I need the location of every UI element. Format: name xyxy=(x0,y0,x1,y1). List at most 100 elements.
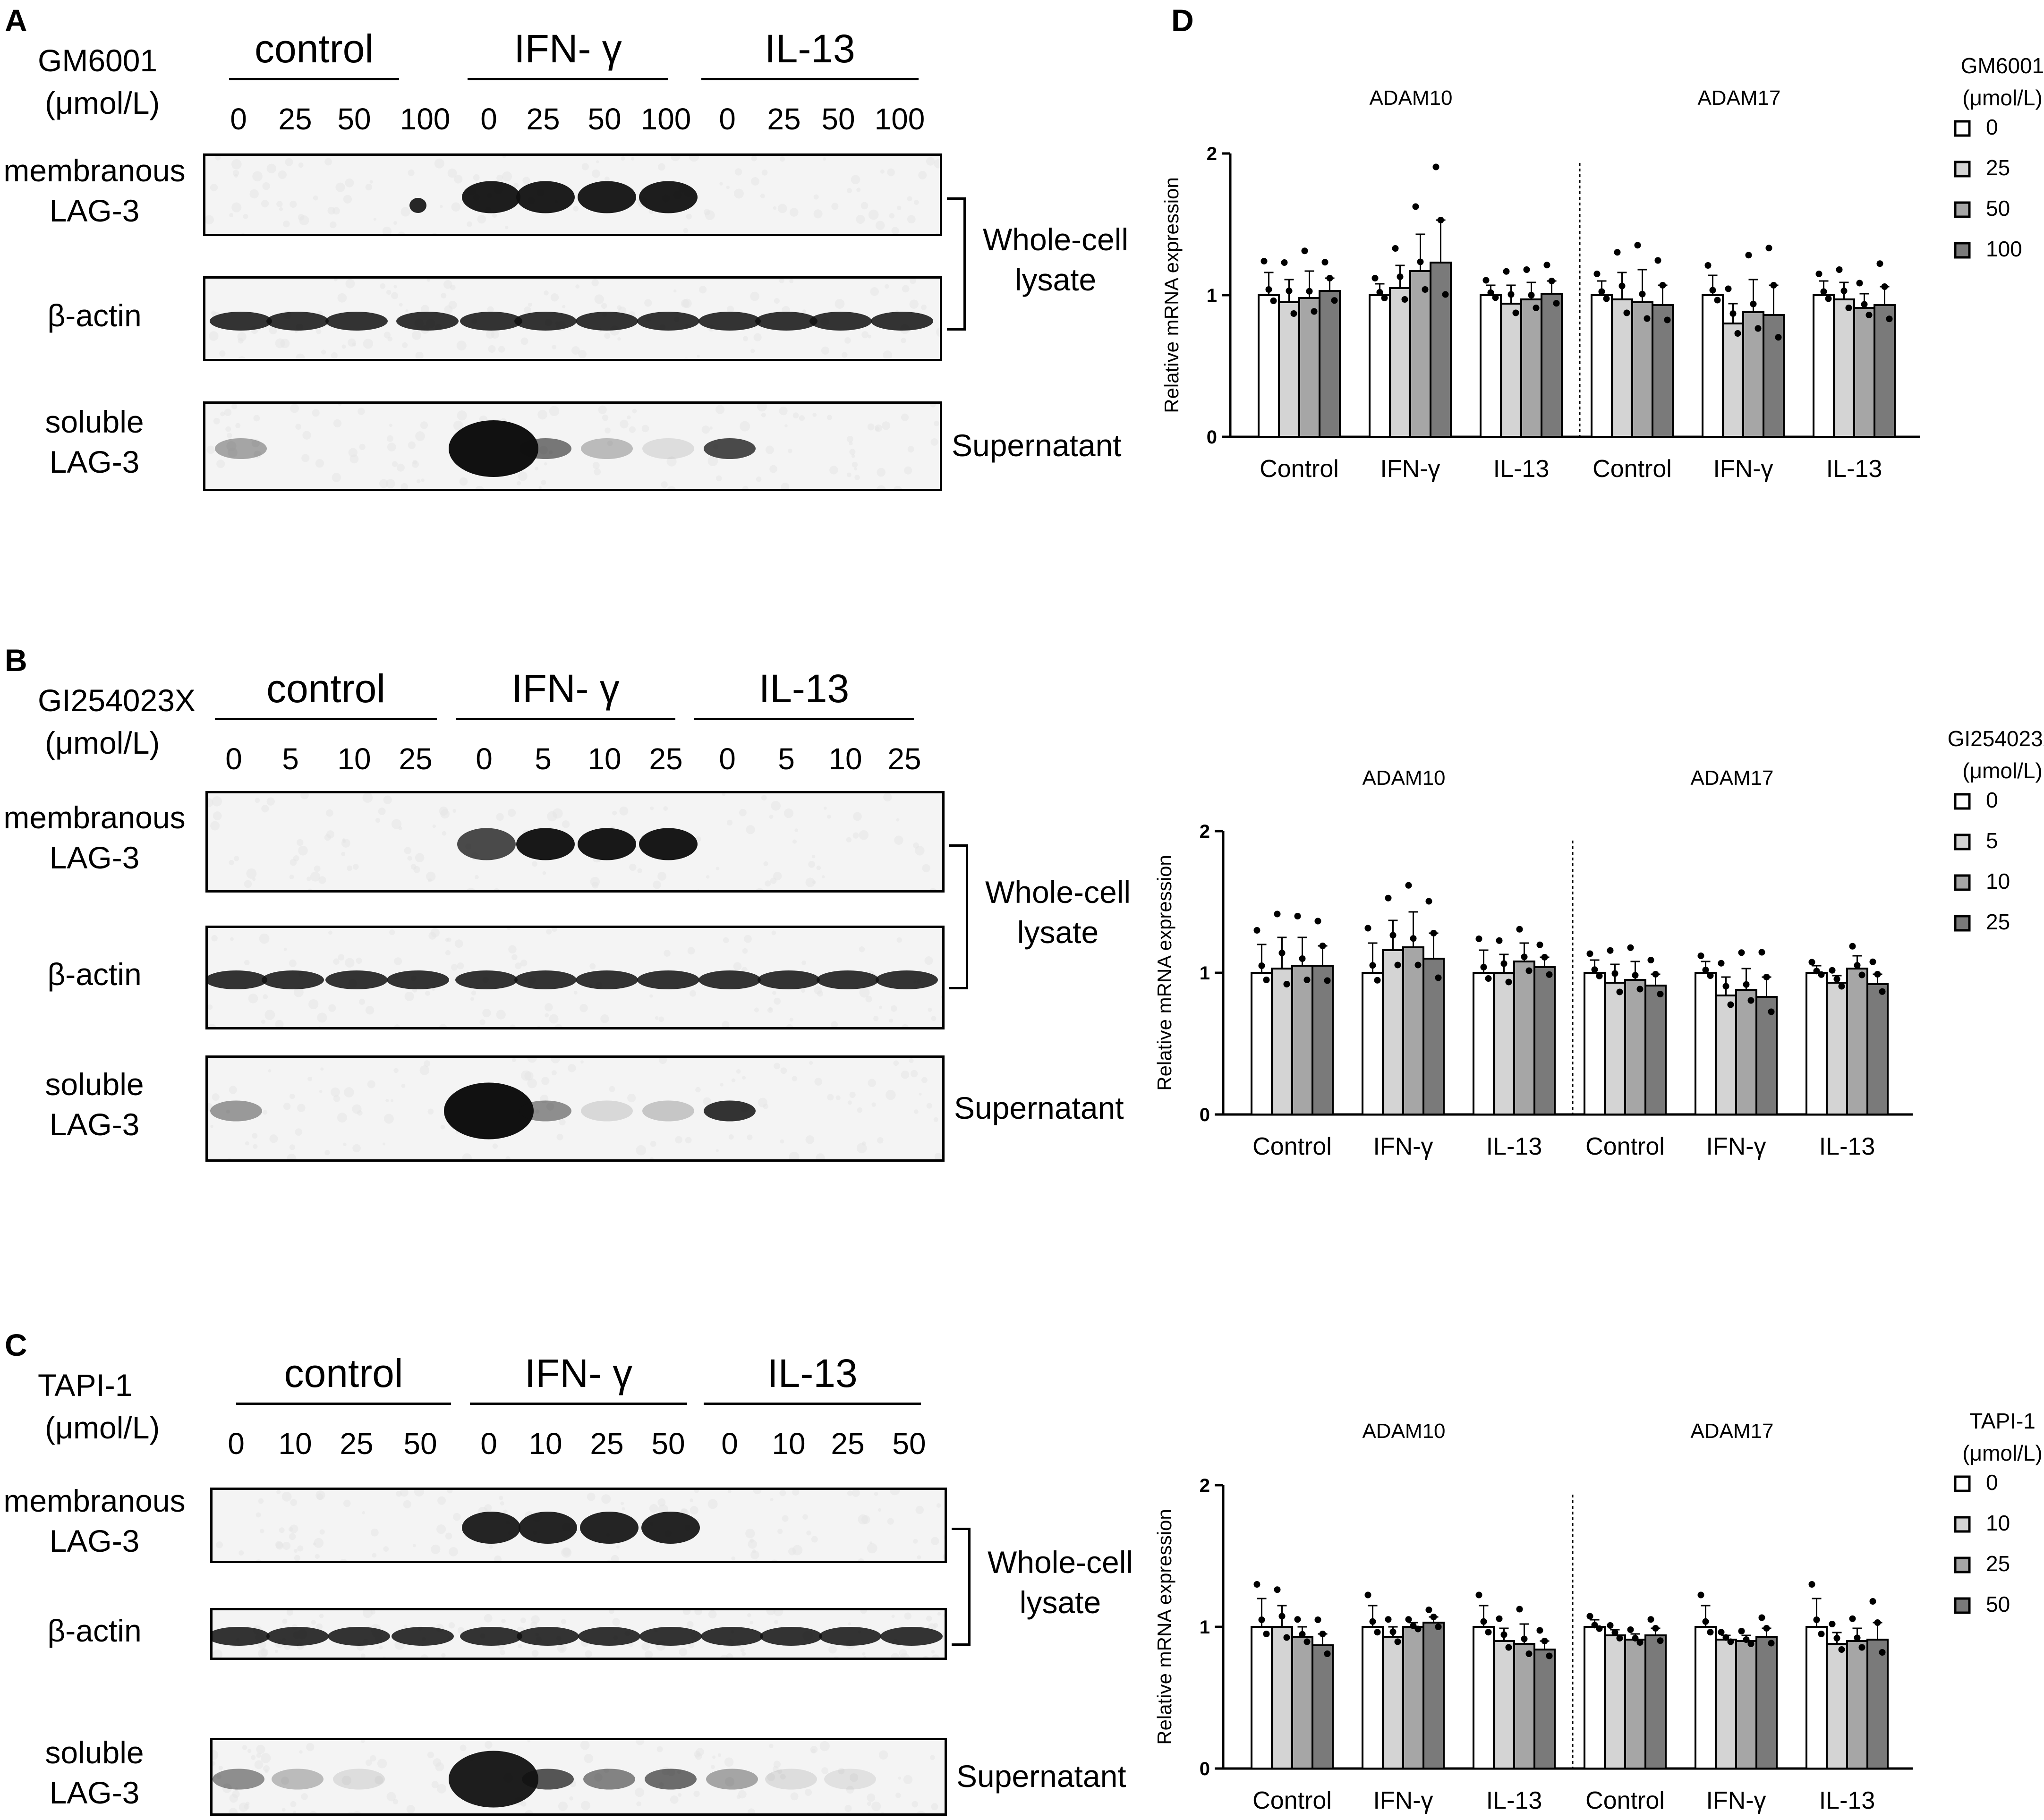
panel-letter: D xyxy=(1171,3,1194,38)
dose-label: 10 xyxy=(588,742,622,776)
row-label-membranous: LAG-3 xyxy=(49,840,140,875)
legend-swatch xyxy=(1954,1475,1971,1492)
bar xyxy=(1473,972,1495,1115)
x-tick-label: IFN-γ xyxy=(1373,1787,1433,1814)
dose-label: 50 xyxy=(821,102,855,136)
condition-label: control xyxy=(254,26,374,71)
dose-label: 5 xyxy=(282,742,299,776)
data-point xyxy=(1541,954,1548,961)
blot-band xyxy=(333,1769,385,1790)
row-label-membranous: membranous xyxy=(3,799,186,835)
data-point xyxy=(1838,1646,1845,1653)
row-label-membranous: membranous xyxy=(3,153,186,188)
inhibitor-unit: (μmol/L) xyxy=(45,1410,160,1445)
data-point xyxy=(1616,988,1623,995)
data-point xyxy=(1829,967,1836,974)
chart-title-adam10: ADAM10 xyxy=(1362,766,1445,790)
data-point xyxy=(1743,1636,1750,1643)
row-label-membranous: LAG-3 xyxy=(49,193,140,228)
data-point xyxy=(1632,1635,1639,1641)
data-point xyxy=(1503,268,1510,275)
data-point xyxy=(1881,283,1888,290)
blot-band xyxy=(262,970,324,989)
inhibitor-name: TAPI-1 xyxy=(38,1368,133,1403)
dose-label: 25 xyxy=(526,102,560,136)
data-point xyxy=(1301,247,1308,255)
blot-band xyxy=(520,438,571,459)
bar xyxy=(1866,1639,1889,1769)
data-point xyxy=(1849,1615,1856,1622)
blot-band xyxy=(706,1769,758,1790)
x-tick-label: IL-13 xyxy=(1486,1133,1542,1160)
condition-underline xyxy=(215,718,437,720)
legend-swatch xyxy=(1954,874,1971,891)
blot-band xyxy=(462,1512,520,1544)
bar xyxy=(1624,1639,1646,1769)
whole-cell-label: Whole-cell xyxy=(985,875,1131,910)
y-tick-label: 0 xyxy=(1200,1759,1210,1779)
dose-label: 0 xyxy=(225,742,242,776)
blot-band xyxy=(519,1512,577,1544)
dose-label: 5 xyxy=(535,742,552,776)
blot-band xyxy=(520,1100,571,1122)
blot-band xyxy=(522,1769,574,1790)
blot-band xyxy=(581,1100,633,1122)
bar xyxy=(1473,1626,1495,1769)
data-point xyxy=(1593,271,1601,277)
data-point xyxy=(1747,997,1754,1004)
bar xyxy=(1402,946,1424,1115)
data-point xyxy=(1750,300,1757,307)
data-point xyxy=(1253,1581,1260,1588)
x-tick-label: IL-13 xyxy=(1486,1787,1542,1814)
bar xyxy=(1402,1626,1424,1769)
bar xyxy=(1389,287,1411,438)
bar xyxy=(1533,1649,1556,1769)
blot-band xyxy=(460,1627,522,1646)
data-point xyxy=(1758,949,1765,956)
legend-label: 0 xyxy=(1986,788,1998,812)
x-tick-label: IFN-γ xyxy=(1380,455,1440,483)
data-point xyxy=(1412,203,1419,210)
legend-title: GI254023X xyxy=(1948,726,2044,751)
data-point xyxy=(1410,1622,1417,1629)
data-point xyxy=(1657,1637,1664,1644)
data-point xyxy=(1482,277,1490,284)
blot-band xyxy=(701,1627,763,1646)
data-point xyxy=(1869,1598,1876,1605)
bar xyxy=(1604,982,1626,1115)
actin-blot xyxy=(210,1608,947,1660)
blot-band xyxy=(758,970,820,989)
data-point xyxy=(1647,1616,1654,1623)
data-point xyxy=(1854,1634,1861,1641)
bar xyxy=(1312,1644,1334,1769)
bar xyxy=(1422,1622,1445,1769)
blot-band xyxy=(457,828,516,860)
dose-label: 25 xyxy=(831,1427,865,1461)
data-point xyxy=(1376,289,1383,296)
data-point xyxy=(1627,944,1634,951)
blot-band xyxy=(210,312,272,331)
data-point xyxy=(1697,953,1704,959)
data-point xyxy=(1385,894,1392,901)
blot-band xyxy=(645,1769,697,1790)
condition-label: IFN- γ xyxy=(524,1351,633,1395)
blot-band xyxy=(392,1627,454,1646)
data-point xyxy=(1548,278,1555,284)
bar xyxy=(1362,1626,1384,1769)
membranous-blot xyxy=(205,791,945,893)
data-point xyxy=(1634,242,1641,249)
condition-underline xyxy=(236,1403,451,1405)
bar xyxy=(1806,972,1828,1115)
data-point xyxy=(1371,275,1379,281)
bar xyxy=(1291,1636,1313,1769)
bar xyxy=(1763,314,1785,438)
data-point xyxy=(1319,943,1326,949)
blot-band xyxy=(444,1082,534,1140)
bar xyxy=(1382,1636,1404,1769)
data-point xyxy=(1392,245,1399,252)
data-point xyxy=(1725,285,1732,292)
whole-cell-label: lysate xyxy=(1019,1585,1101,1620)
condition-label: IFN- γ xyxy=(511,666,620,711)
data-point xyxy=(1836,266,1843,273)
data-point xyxy=(1745,252,1752,259)
